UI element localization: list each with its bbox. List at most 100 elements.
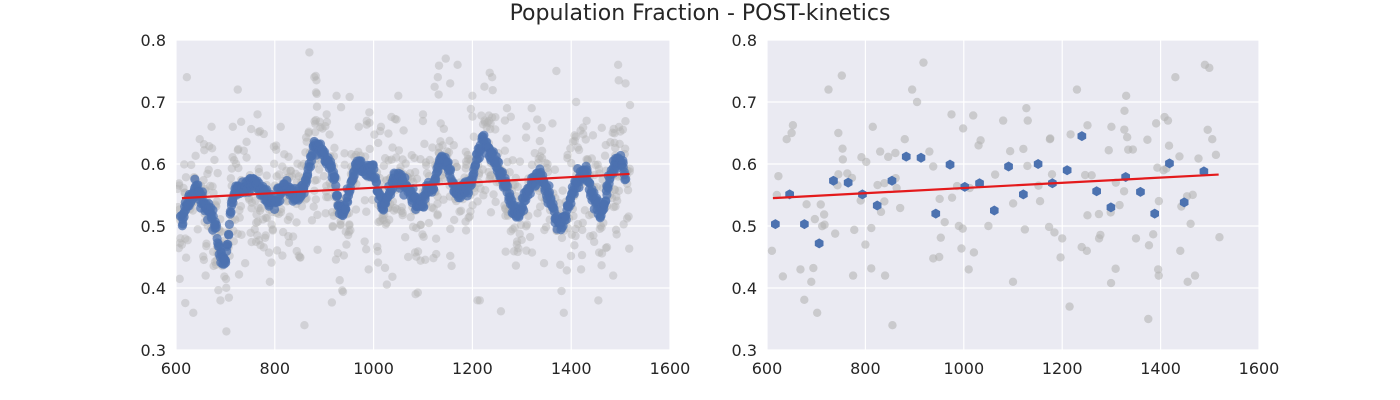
smoothed-point: [582, 167, 592, 177]
raw-point: [571, 97, 581, 107]
fit-line: [181, 172, 630, 200]
raw-point: [582, 116, 591, 125]
raw-point: [591, 160, 600, 170]
raw-point: [830, 229, 840, 238]
smoothed-point: [299, 188, 309, 198]
raw-point: [291, 169, 300, 179]
raw-point: [488, 85, 497, 95]
raw-point: [325, 130, 334, 139]
raw-point: [296, 253, 305, 262]
raw-point: [264, 248, 274, 257]
raw-point: [570, 136, 579, 146]
raw-point: [322, 192, 331, 202]
raw-point: [517, 235, 526, 245]
raw-point: [210, 155, 219, 165]
raw-point: [621, 117, 630, 126]
raw-point: [302, 137, 311, 146]
raw-point: [537, 153, 547, 163]
raw-point: [1153, 265, 1163, 274]
raw-point: [530, 148, 539, 158]
raw-point: [600, 151, 610, 160]
smoothed-point: [621, 174, 631, 184]
raw-point: [608, 128, 617, 137]
raw-point: [439, 195, 448, 204]
raw-point: [292, 246, 301, 256]
raw-point: [998, 116, 1008, 125]
raw-point: [596, 221, 605, 230]
smoothed-point: [224, 229, 234, 240]
raw-point: [311, 71, 320, 81]
raw-point: [276, 122, 285, 131]
raw-point: [260, 233, 270, 243]
raw-point: [422, 168, 432, 178]
raw-point: [335, 276, 344, 285]
raw-point: [969, 248, 979, 257]
figure-title: Population Fraction - POST-kinetics: [510, 1, 891, 26]
raw-point: [597, 223, 606, 232]
raw-point: [867, 264, 876, 273]
raw-point: [328, 222, 338, 232]
raw-point: [800, 295, 809, 305]
raw-point: [478, 165, 487, 174]
raw-point: [376, 122, 386, 131]
raw-point: [601, 140, 610, 150]
raw-point: [390, 114, 400, 124]
smoothed-point: [223, 239, 233, 249]
raw-point: [207, 122, 216, 131]
raw-point: [429, 253, 438, 263]
raw-point: [310, 73, 319, 82]
raw-point: [399, 126, 408, 135]
raw-point: [513, 247, 522, 257]
raw-point: [606, 138, 615, 147]
raw-point: [537, 123, 546, 133]
raw-point: [283, 215, 293, 225]
raw-point: [254, 203, 263, 212]
raw-point: [625, 100, 635, 110]
raw-point: [272, 246, 282, 255]
raw-point: [567, 158, 576, 168]
raw-point: [327, 298, 337, 307]
raw-point: [610, 129, 619, 138]
raw-point: [341, 227, 350, 236]
raw-point: [461, 147, 471, 157]
raw-point: [782, 135, 791, 144]
raw-point: [1160, 112, 1169, 122]
raw-point: [221, 274, 231, 284]
raw-point: [550, 165, 560, 174]
raw-point: [375, 126, 385, 136]
raw-point: [900, 135, 909, 144]
raw-point: [247, 237, 256, 247]
raw-point: [610, 138, 619, 148]
raw-point: [816, 200, 825, 209]
raw-point: [445, 79, 455, 88]
raw-point: [834, 170, 843, 179]
raw-point: [436, 119, 445, 128]
raw-point: [433, 210, 442, 219]
raw-point: [339, 251, 349, 260]
raw-point: [969, 111, 978, 120]
raw-point: [370, 130, 379, 139]
raw-point: [541, 158, 550, 168]
y-tick-label: 0.5: [732, 217, 757, 236]
raw-point: [216, 296, 225, 305]
raw-point: [1203, 125, 1212, 135]
binned-point: [800, 219, 809, 230]
raw-point: [540, 225, 549, 235]
y-tick-label: 0.6: [732, 155, 757, 174]
raw-point: [214, 285, 223, 295]
raw-point: [261, 231, 270, 240]
raw-point: [314, 165, 324, 174]
smoothed-point: [494, 157, 504, 167]
raw-point: [413, 288, 423, 297]
raw-point: [297, 161, 306, 171]
raw-point: [284, 238, 294, 247]
raw-point: [462, 160, 471, 169]
raw-point: [834, 128, 843, 138]
raw-point: [476, 184, 485, 193]
raw-point: [912, 97, 922, 107]
raw-point: [563, 150, 572, 160]
raw-point: [318, 124, 327, 133]
binned-point: [1004, 161, 1013, 172]
raw-point: [304, 128, 313, 138]
x-tick-label: 1200: [452, 359, 493, 378]
